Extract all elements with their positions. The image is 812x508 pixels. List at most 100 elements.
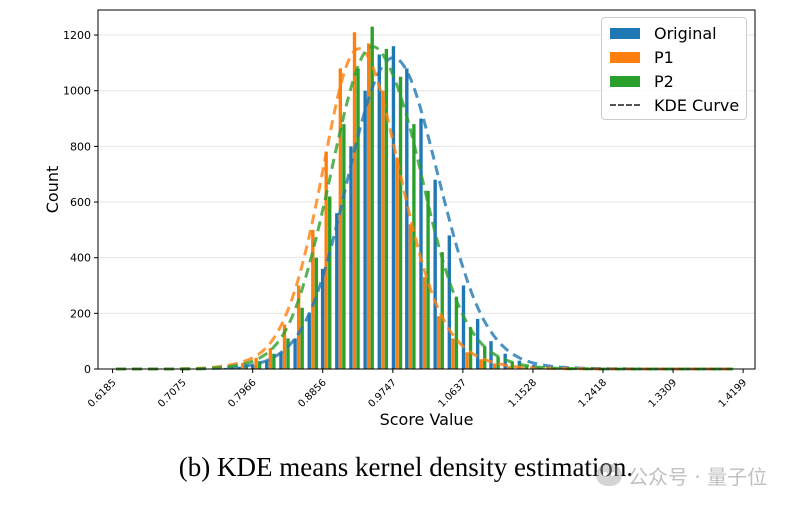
- bar-p1: [241, 362, 245, 369]
- legend-label-p1: P1: [654, 47, 674, 67]
- x-tick-label: 1.2418: [577, 377, 610, 410]
- bar-p2: [286, 338, 290, 369]
- bar-p1: [254, 357, 258, 369]
- bar-p2: [426, 190, 430, 369]
- x-tick-label: 1.0637: [436, 377, 469, 410]
- legend-item-p1: P1: [610, 46, 674, 68]
- bar-p1: [465, 352, 469, 369]
- y-tick-label: 800: [70, 140, 91, 153]
- bar-original: [335, 213, 339, 369]
- bar-p1: [451, 338, 455, 369]
- bar-p1: [492, 363, 497, 369]
- bar-p1: [352, 32, 357, 370]
- y-tick-label: 0: [84, 363, 91, 376]
- legend-label-p2: P2: [654, 71, 674, 91]
- kde-histogram-chart: 0 200 400 600 800 1000 1200 0.6185 0.7075 0.7966…: [43, 9, 756, 429]
- legend-swatch-p2: [610, 75, 640, 87]
- y-tick-label: 600: [70, 196, 91, 209]
- bar-p1: [296, 285, 301, 369]
- x-tick-label: 0.7075: [156, 377, 189, 410]
- bar-p2: [510, 362, 514, 369]
- bar-original: [363, 90, 367, 369]
- bar-p1: [366, 43, 371, 369]
- legend-swatch-original: [610, 27, 640, 39]
- bar-p1: [282, 324, 287, 369]
- watermark: 公众号 · 量子位: [596, 462, 768, 489]
- bar-original: [447, 235, 452, 369]
- bar-original: [433, 179, 437, 369]
- bar-p2: [258, 361, 262, 369]
- bar-original: [405, 68, 409, 369]
- bar-original: [237, 366, 241, 369]
- bar-original: [461, 285, 466, 369]
- bar-original: [391, 46, 396, 370]
- bar-p2: [384, 48, 389, 369]
- bar-p1: [338, 68, 343, 369]
- legend-label-original: Original: [654, 23, 717, 43]
- x-tick-label: 1.4199: [717, 377, 750, 410]
- x-tick-label: 0.8856: [296, 377, 329, 410]
- y-tick-label: 400: [70, 252, 91, 265]
- bar-original: [475, 318, 480, 369]
- kde-curve-p2: [116, 45, 733, 371]
- wechat-icon: [596, 464, 622, 486]
- y-axis-ticks: 0 200 400 600 800 1000 1200: [63, 29, 98, 376]
- bar-p2: [412, 124, 416, 370]
- bar-original: [419, 118, 423, 369]
- bar-original: [377, 54, 381, 369]
- x-axis-ticks: 0.6185 0.7075 0.7966 0.8856 0.9747 1.0637 1.15…: [86, 369, 749, 410]
- bar-p2: [398, 76, 403, 369]
- bar-p2: [468, 327, 473, 369]
- chart-legend: Original P1 P2 KDE Curve: [601, 17, 747, 120]
- y-tick-label: 1200: [63, 29, 91, 42]
- bar-p1: [437, 316, 441, 369]
- bar-original: [223, 367, 227, 369]
- bar-p2: [356, 68, 360, 369]
- bar-p2: [440, 252, 444, 369]
- bar-original: [503, 353, 507, 369]
- y-tick-label: 200: [70, 307, 91, 320]
- legend-item-original: Original: [610, 22, 717, 44]
- bar-p1: [422, 277, 427, 369]
- y-axis-label: Count: [43, 166, 62, 214]
- bar-p2: [328, 196, 332, 369]
- bar-p2: [300, 307, 304, 369]
- legend-item-kde: KDE Curve: [610, 94, 739, 116]
- bar-original: [489, 341, 493, 369]
- x-tick-label: 0.7966: [226, 377, 259, 410]
- x-tick-label: 0.6185: [86, 377, 119, 410]
- bar-original: [307, 313, 311, 369]
- bar-p2: [272, 353, 276, 369]
- legend-dash-kde: [610, 104, 640, 106]
- x-tick-label: 0.9747: [366, 377, 399, 410]
- bar-p2: [496, 356, 500, 369]
- bar-original: [349, 146, 353, 369]
- bar-p1: [408, 224, 413, 369]
- bar-p2: [524, 365, 529, 369]
- bars-layer: [195, 26, 620, 370]
- y-tick-label: 1000: [63, 85, 91, 98]
- bar-p1: [395, 157, 399, 369]
- bar-original: [265, 360, 269, 369]
- bar-p2: [342, 124, 346, 370]
- bar-p2: [370, 26, 374, 370]
- legend-label-kde: KDE Curve: [654, 95, 740, 115]
- plot-area-frame: [97, 9, 756, 370]
- legend-item-p2: P2: [610, 70, 674, 92]
- legend-swatch-p1: [610, 51, 640, 63]
- bar-p1: [479, 359, 483, 369]
- x-tick-label: 1.3309: [647, 377, 680, 410]
- bar-p1: [311, 229, 315, 369]
- figure-caption: (b) KDE means kernel density estimation.: [178, 452, 634, 482]
- bar-p1: [381, 90, 385, 369]
- bar-original: [250, 364, 255, 369]
- bar-p2: [314, 257, 319, 369]
- watermark-text: 公众号 · 量子位: [628, 464, 768, 489]
- bar-p1: [507, 366, 511, 369]
- bar-original: [279, 352, 283, 369]
- x-tick-label: 1.1528: [507, 377, 540, 410]
- x-axis-label: Score Value: [380, 410, 474, 429]
- bar-original: [293, 338, 297, 369]
- bar-p2: [483, 346, 487, 369]
- bar-p1: [268, 348, 273, 369]
